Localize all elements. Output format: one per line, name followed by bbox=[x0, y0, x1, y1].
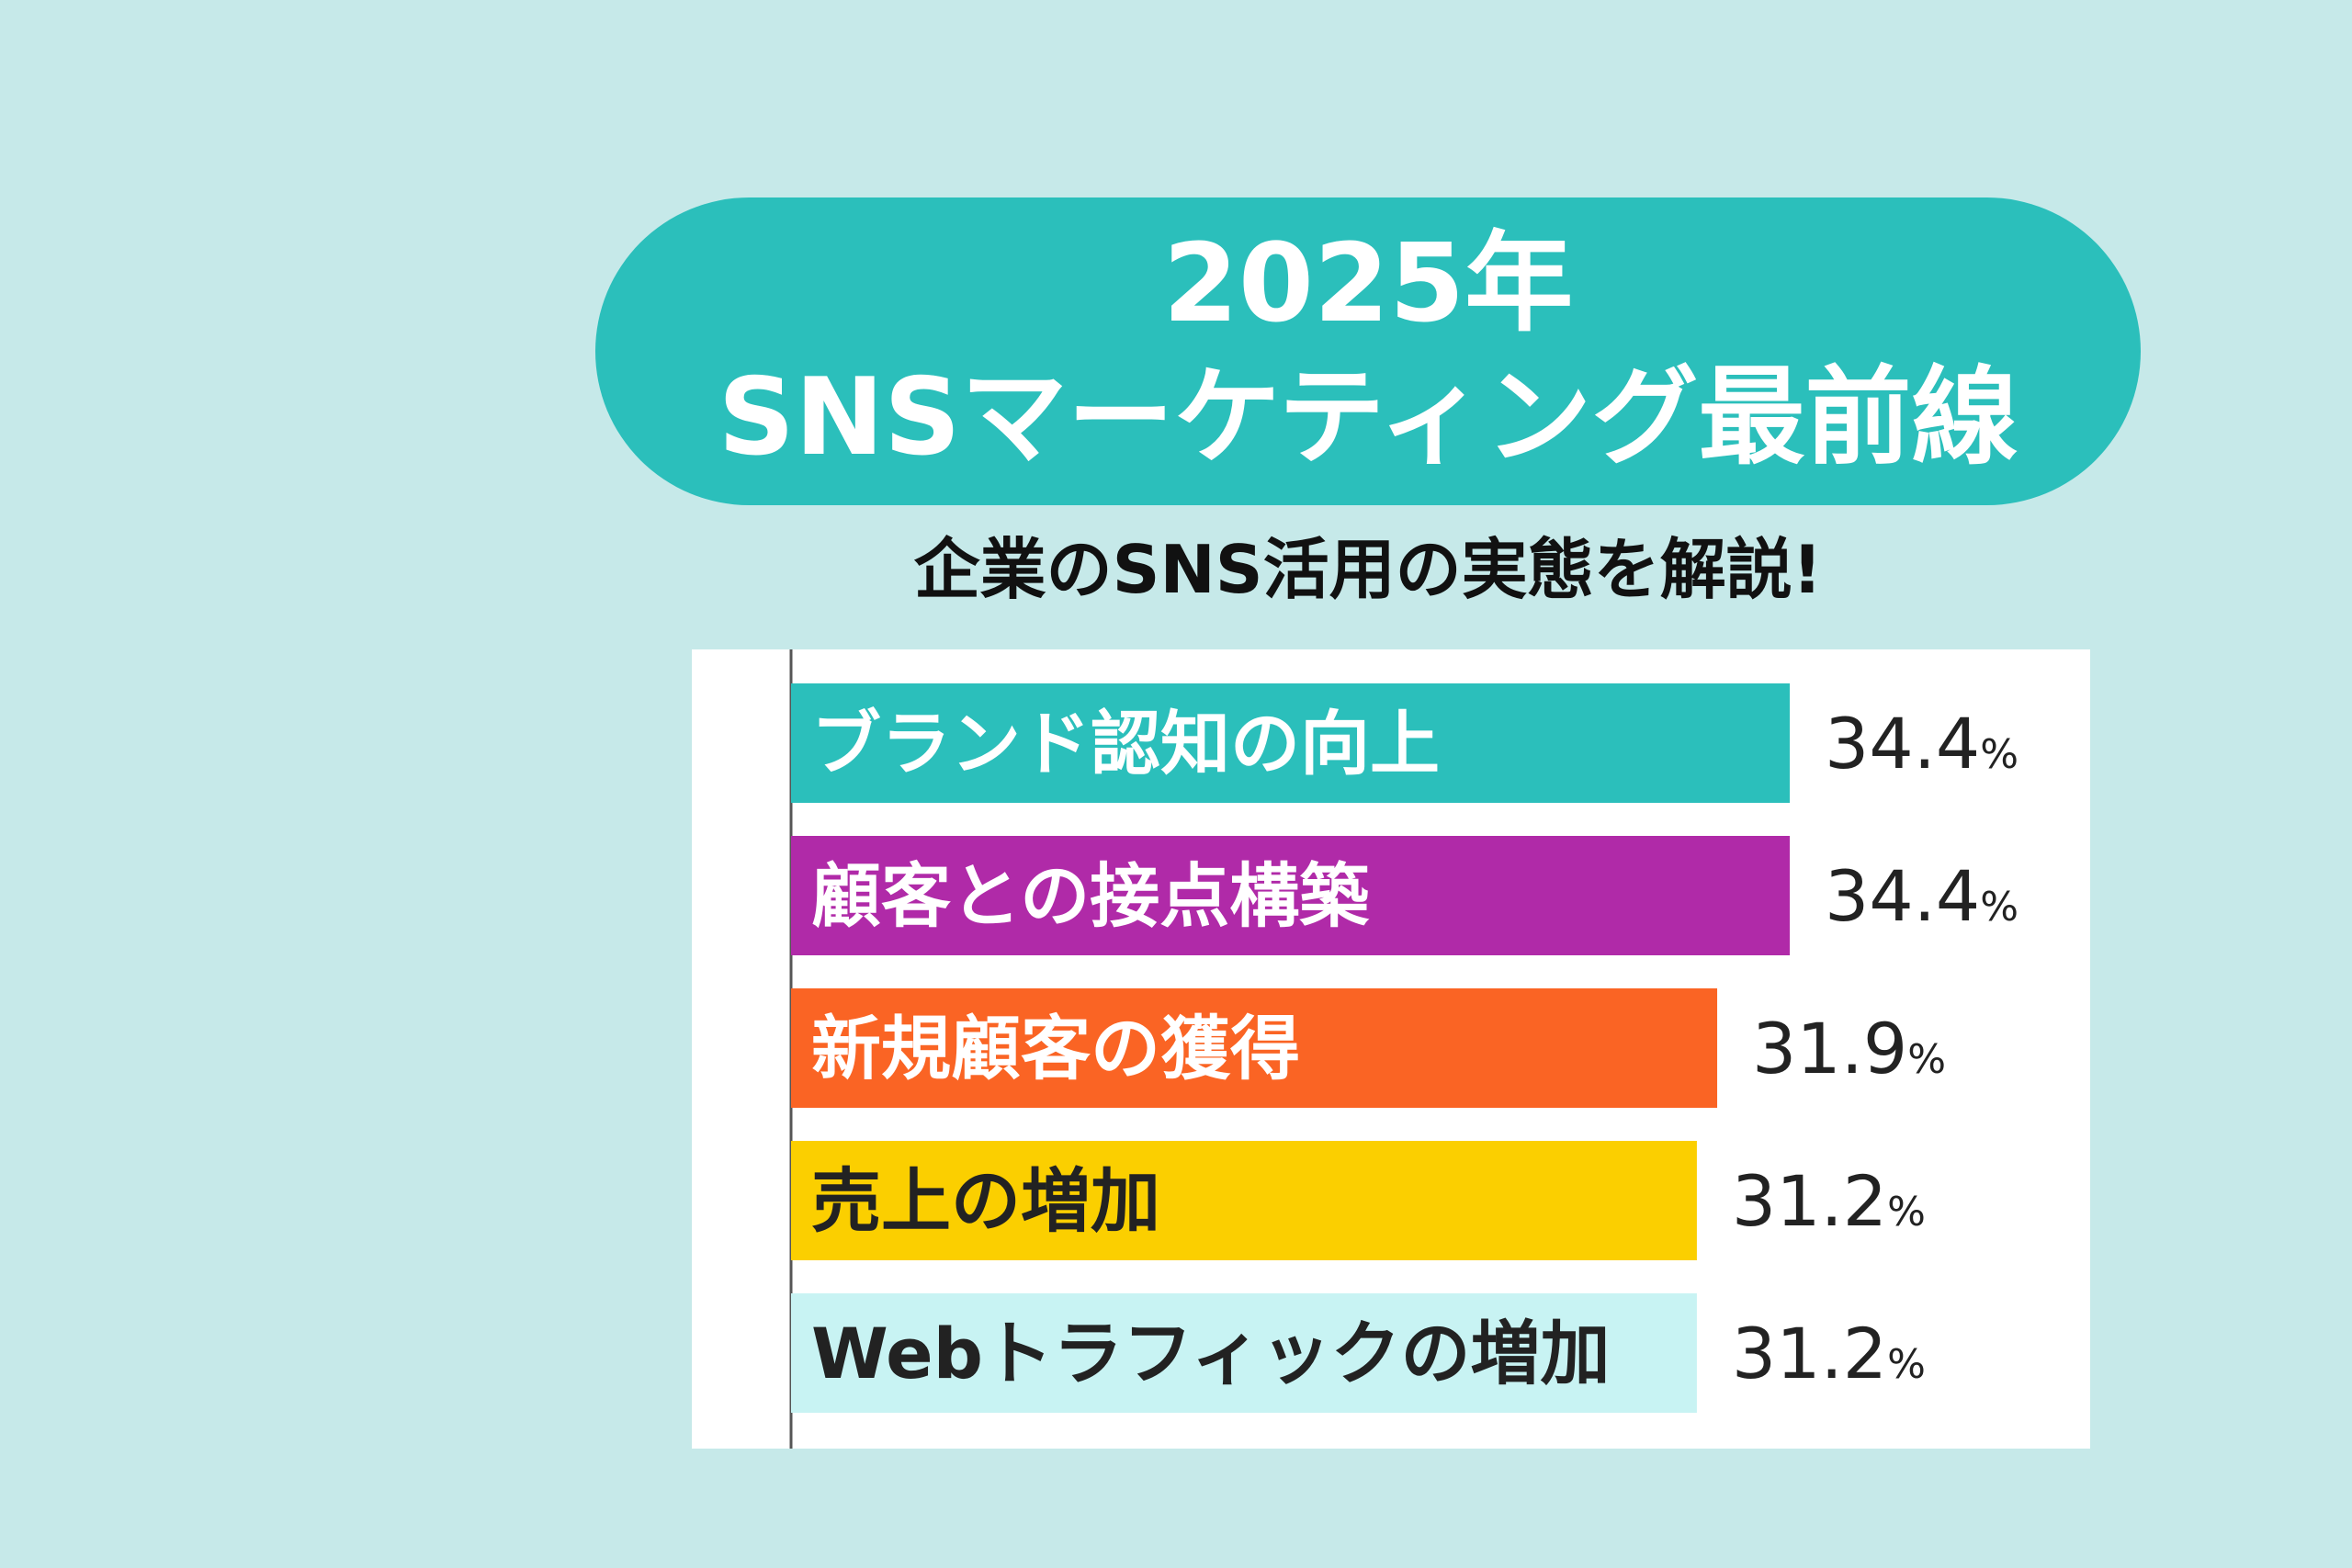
value-label-5: 31.2% bbox=[1732, 1313, 1926, 1394]
category-label-4: 売上の増加 bbox=[811, 1160, 1160, 1242]
page-title-year: 2025年 bbox=[1162, 220, 1574, 346]
bar-4 bbox=[791, 1141, 1697, 1260]
category-label-3: 新規顧客の獲得 bbox=[811, 1008, 1300, 1089]
value-label-3: 31.9% bbox=[1752, 1008, 1946, 1089]
title-banner bbox=[595, 197, 2141, 505]
bar-5 bbox=[791, 1293, 1697, 1413]
page-subtitle: 企業のSNS活用の実態を解説! bbox=[913, 531, 1823, 608]
bar-3 bbox=[791, 988, 1718, 1108]
value-label-4: 31.2% bbox=[1732, 1160, 1926, 1242]
bar-chart: ブランド認知の向上 34.4% 顧客との接点構築 34.4% 新規顧客の獲得 31.9% 売… bbox=[789, 649, 2018, 1449]
value-label-2: 34.4% bbox=[1825, 855, 2018, 937]
chart-card: ブランド認知の向上 34.4% 顧客との接点構築 34.4% 新規顧客の獲得 31.9% 売… bbox=[692, 649, 2090, 1449]
value-label-1: 34.4% bbox=[1825, 703, 2018, 784]
page-title: SNSマーケティング最前線 bbox=[718, 355, 2018, 479]
bar-2 bbox=[791, 836, 1791, 955]
category-label-5: Webトラフィックの増加 bbox=[811, 1313, 1611, 1394]
category-label-2: 顧客との接点構築 bbox=[811, 855, 1370, 937]
bar-1 bbox=[791, 683, 1791, 803]
category-label-1: ブランド認知の向上 bbox=[811, 703, 1440, 784]
